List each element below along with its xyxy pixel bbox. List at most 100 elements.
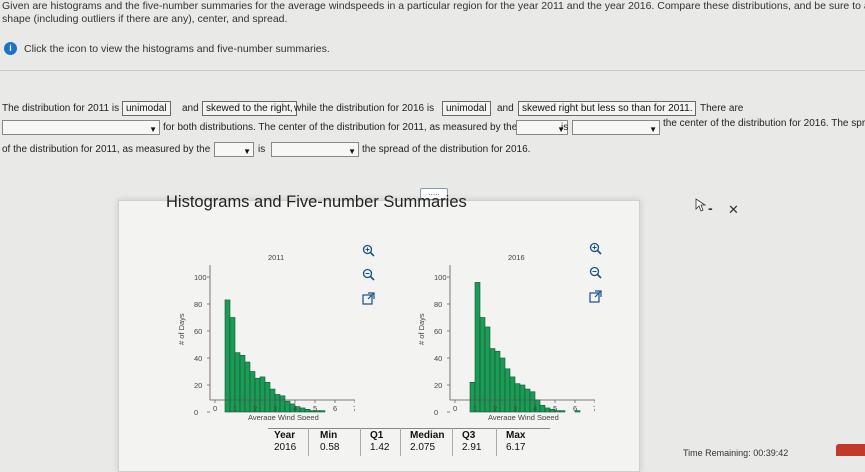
x-tick-label: 6 <box>333 404 337 413</box>
histogram-bar <box>499 357 506 413</box>
y-tick-label: 80 <box>194 300 202 309</box>
histogram-bar <box>574 410 581 413</box>
histogram-bar <box>229 317 236 413</box>
histogram-bar <box>544 407 551 413</box>
answer-text-11: the spread of the distribution for 2016. <box>362 144 531 155</box>
table-rule <box>268 428 550 429</box>
y-axis-label: # of Days <box>177 313 186 345</box>
y-tick-label: 100 <box>194 273 207 282</box>
answer-text-7: is <box>561 122 569 133</box>
x-axis-label: Average Wind Speed <box>248 413 319 420</box>
dropdown-2011-skew[interactable]: skewed to the right, <box>202 101 297 116</box>
histogram-bar <box>559 410 566 413</box>
y-tick-label: 60 <box>194 327 202 336</box>
summary-cell-q1: 1.42 <box>370 442 390 453</box>
x-tick-label: 7 <box>353 404 355 413</box>
y-tick-label: 40 <box>434 354 442 363</box>
histogram-bar <box>264 382 271 413</box>
dropdown-outliers[interactable]: ▼ <box>2 120 160 135</box>
x-tick-label: 2 <box>493 404 497 413</box>
zoom-in-icon[interactable] <box>589 242 602 258</box>
dropdown-arrow-icon: ▼ <box>149 125 157 134</box>
dropdown-center-comparison[interactable]: ▼ <box>572 120 660 135</box>
answer-text-8: the center of the distribution for 2016.… <box>663 118 865 129</box>
x-tick-label: 0 <box>453 404 457 413</box>
dropdown-2016-modality[interactable]: unimodal <box>442 101 491 116</box>
summary-header-min: Min <box>320 430 338 441</box>
answer-text-9: of the distribution for 2011, as measure… <box>2 144 211 155</box>
close-icon[interactable]: ✕ <box>728 202 739 217</box>
x-tick-label: 3 <box>273 404 277 413</box>
dropdown-2011-modality[interactable]: unimodal <box>122 101 171 116</box>
histogram-bar <box>304 409 311 413</box>
dropdown-arrow-icon: ▼ <box>243 147 251 156</box>
x-tick-label: 6 <box>573 404 577 413</box>
histogram-bar <box>524 388 531 413</box>
summary-cell-min: 0.58 <box>320 442 340 453</box>
summary-header-median: Median <box>410 430 445 441</box>
histogram-bar <box>284 400 291 413</box>
summary-header-max: Max <box>506 430 526 441</box>
histogram-bar <box>494 350 501 413</box>
table-divider <box>360 428 361 456</box>
x-tick-label: 2 <box>253 404 257 413</box>
zoom-out-icon[interactable] <box>589 266 602 282</box>
dropdown-arrow-icon: ▼ <box>557 125 565 134</box>
time-remaining: Time Remaining: 00:39:42 <box>683 448 789 458</box>
histogram-bar <box>319 410 326 413</box>
popout-icon[interactable] <box>362 292 375 308</box>
popup-title: Histograms and Five-number Summaries <box>166 193 467 211</box>
y-tick-label: 20 <box>434 381 442 390</box>
histogram-2016: 2016 100 80 60 40 20 0 # of Days 0 1 2 3 4 5 6 7 Average… <box>417 253 595 420</box>
x-tick-label: 7 <box>593 404 595 413</box>
x-tick-label: 5 <box>313 404 317 413</box>
histogram-bar <box>259 376 266 413</box>
dropdown-arrow-icon: ▼ <box>649 125 657 134</box>
y-tick-label: 0 <box>194 408 198 417</box>
x-tick-label: 4 <box>293 404 297 413</box>
cursor-icon <box>695 198 706 212</box>
histogram-bar <box>519 384 526 413</box>
histogram-title: 2011 <box>268 253 284 262</box>
popout-icon[interactable] <box>589 290 602 306</box>
summary-header-q1: Q1 <box>370 430 384 441</box>
histogram-bar <box>244 361 251 413</box>
x-tick-label: 3 <box>513 404 517 413</box>
histogram-bar <box>479 317 486 413</box>
summary-cell-max: 6.17 <box>506 442 526 453</box>
histogram-bar <box>279 395 286 413</box>
x-axis-label: Average Wind Speed <box>488 413 559 420</box>
histogram-bar <box>224 299 231 413</box>
histogram-bar <box>489 348 496 413</box>
dropdown-spread-comparison[interactable]: ▼ <box>271 142 359 157</box>
y-tick-label: 80 <box>434 300 442 309</box>
answer-text-2: and <box>182 103 199 114</box>
y-tick-label: 40 <box>194 354 202 363</box>
y-tick-label: 60 <box>434 327 442 336</box>
dropdown-center-measure[interactable]: ▼ <box>516 120 568 135</box>
summary-cell-year: 2016 <box>274 442 297 453</box>
histogram-popup <box>118 200 640 472</box>
answer-text-6: for both distributions. The center of th… <box>163 122 518 133</box>
histogram-bar <box>239 355 246 413</box>
x-tick-label: 1 <box>233 404 237 413</box>
expand-button[interactable]: ..... <box>420 188 448 200</box>
info-link-text[interactable]: Click the icon to view the histograms an… <box>24 43 330 55</box>
summary-cell-median: 2.075 <box>410 442 436 453</box>
histogram-bar <box>299 407 306 413</box>
y-tick-label: 20 <box>194 381 202 390</box>
dropdown-spread-measure[interactable]: ▼ <box>214 142 254 157</box>
zoom-in-icon[interactable] <box>362 244 375 260</box>
submit-button-partial[interactable] <box>836 444 865 456</box>
x-tick-label: 0 <box>213 404 217 413</box>
summary-header-year: Year <box>274 430 296 441</box>
info-icon[interactable]: i <box>4 42 17 55</box>
y-axis-label: # of Days <box>417 313 426 345</box>
dropdown-2016-skew[interactable]: skewed right but less so than for 2011. <box>518 101 697 116</box>
question-line-1: Given are histograms and the five-number… <box>2 0 865 12</box>
minimize-icon[interactable]: - <box>708 200 713 216</box>
x-tick-label: 5 <box>553 404 557 413</box>
table-divider <box>452 428 453 456</box>
zoom-out-icon[interactable] <box>362 268 375 284</box>
divider <box>0 70 865 71</box>
